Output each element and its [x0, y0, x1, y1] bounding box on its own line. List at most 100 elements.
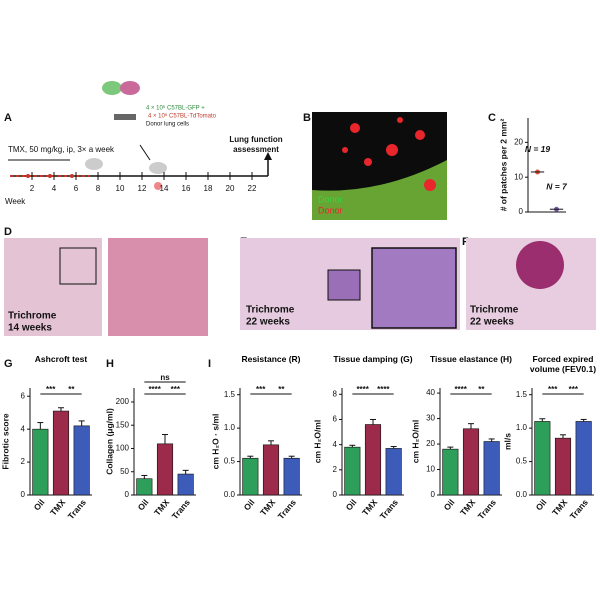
panel-label: F — [462, 236, 469, 248]
bar — [177, 473, 194, 496]
panel-label: D — [4, 226, 12, 238]
significance-label: ** — [68, 385, 75, 394]
bar — [242, 457, 259, 496]
image-caption: 22 weeks — [470, 317, 514, 328]
y-tick-label: 0 — [333, 490, 338, 499]
patches — [342, 117, 436, 191]
significance-label: ** — [278, 385, 285, 394]
bar — [554, 437, 572, 496]
image-caption: Trichrome — [246, 305, 295, 316]
cells-label: 4 × 10⁶ C57BL-TdTomato — [148, 113, 217, 120]
y-axis-label: Collagen (μg/ml) — [104, 408, 114, 475]
significance-label: *** — [548, 385, 558, 394]
y-tick-label: 2 — [21, 457, 26, 466]
significance-label: **** — [148, 385, 161, 394]
image-caption: 14 weeks — [8, 323, 52, 334]
micrograph — [108, 238, 208, 336]
inset — [371, 247, 457, 329]
bar — [575, 421, 592, 496]
endpoint-label: assessment — [233, 145, 279, 154]
inset-box — [59, 247, 97, 285]
mouse-icon — [120, 81, 140, 95]
y-tick-label: 6 — [21, 391, 26, 400]
micrograph — [4, 238, 102, 336]
week-number: 22 — [248, 184, 257, 193]
significance-label: *** — [569, 385, 579, 394]
y-axis-label: # of patches per 2 mm² — [498, 119, 508, 212]
significance-label: ns — [160, 373, 170, 382]
chart-title: Ashcroft test — [34, 354, 88, 364]
panel-label: I — [208, 358, 211, 370]
x-tick-label: Oil — [32, 497, 47, 512]
y-tick-label: 20 — [514, 137, 523, 146]
panel-label: H — [106, 358, 114, 370]
y-tick-label: 4 — [333, 440, 338, 449]
panel-label: C — [488, 112, 496, 124]
bar — [385, 448, 402, 496]
week-number: 2 — [30, 184, 35, 193]
arrow-head — [264, 152, 272, 160]
panel-label: A — [4, 112, 12, 124]
y-axis-label: ml/s — [502, 433, 512, 450]
week-number: 18 — [204, 184, 213, 193]
chart-title: Tissue damping (G) — [333, 354, 413, 364]
x-tick-label: TMX — [152, 497, 171, 517]
cells-label: 4 × 10⁶ C57BL-GFP + — [146, 105, 205, 112]
y-tick-label: 150 — [116, 420, 130, 429]
y-tick-label: 0 — [431, 490, 436, 499]
y-tick-label: 0 — [125, 490, 130, 499]
x-tick-label: Trans — [66, 497, 88, 521]
y-tick-label: 10 — [514, 172, 523, 181]
x-tick-label: Trans — [476, 497, 498, 521]
x-tick-label: Oil — [136, 497, 151, 512]
x-tick-label: Trans — [568, 497, 590, 521]
y-tick-label: 6 — [333, 415, 338, 424]
x-tick-label: Oil — [442, 497, 457, 512]
y-tick-label: 0.5 — [516, 457, 528, 466]
y-tick-label: 0.0 — [516, 490, 528, 499]
x-tick-label: TMX — [550, 497, 569, 517]
significance-label: *** — [256, 385, 266, 394]
dose-dot — [48, 174, 52, 178]
week-number: 20 — [226, 184, 235, 193]
y-tick-label: 0.0 — [224, 490, 236, 499]
cells-label: Donor lung cells — [146, 122, 189, 128]
significance-label: *** — [46, 385, 56, 394]
week-number: 16 — [182, 184, 191, 193]
annotation: N = 19 — [525, 144, 551, 154]
mouse-icon — [149, 162, 167, 174]
y-axis-label: cm H₂O/ml — [312, 420, 322, 463]
significance-label: **** — [377, 385, 390, 394]
y-tick-label: 1.0 — [516, 423, 528, 432]
chart-title: Resistance (R) — [241, 354, 301, 364]
bar — [483, 441, 500, 496]
image-caption: 22 weeks — [246, 317, 290, 328]
y-axis-label: cm H₂O/ml — [410, 420, 420, 463]
week-label: Week — [5, 197, 26, 206]
x-tick-label: TMX — [360, 497, 379, 517]
y-tick-label: 30 — [426, 414, 435, 423]
fibrotic-region — [516, 241, 564, 289]
y-tick-label: 0 — [519, 207, 524, 216]
x-tick-label: Oil — [344, 497, 359, 512]
y-axis-label: Fibrotic score — [0, 413, 10, 469]
significance-label: ** — [478, 385, 485, 394]
y-tick-label: 0.5 — [224, 457, 236, 466]
image-label: Donor — [318, 194, 343, 204]
y-tick-label: 50 — [120, 467, 129, 476]
bar — [442, 448, 459, 496]
x-tick-label: Trans — [378, 497, 400, 521]
image-label: Donor — [318, 205, 343, 215]
x-tick-label: Oil — [242, 497, 257, 512]
x-tick-label: Trans — [170, 497, 192, 521]
bar — [32, 428, 49, 496]
panel-label: B — [303, 112, 311, 124]
mouse-icon — [85, 158, 103, 170]
y-tick-label: 1.5 — [224, 390, 236, 399]
panel-label: G — [4, 358, 13, 370]
week-number: 12 — [138, 184, 147, 193]
dose-dot — [26, 174, 30, 178]
y-tick-label: 100 — [116, 444, 130, 453]
